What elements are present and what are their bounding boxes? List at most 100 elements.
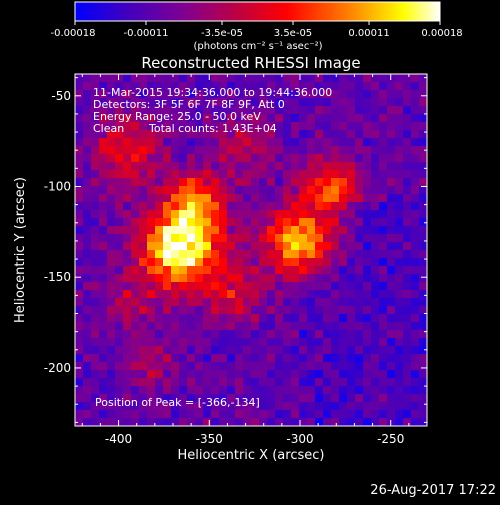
- heatmap-cell: [227, 346, 236, 355]
- heatmap-cell: [387, 82, 396, 91]
- heatmap-cell: [115, 154, 124, 163]
- heatmap-cell: [227, 242, 236, 251]
- heatmap-cell: [99, 154, 108, 163]
- heatmap-cell: [171, 378, 180, 387]
- heatmap-cell: [283, 290, 292, 299]
- heatmap-cell: [195, 362, 204, 371]
- heatmap-cell: [283, 234, 292, 243]
- heatmap-cell: [227, 298, 236, 307]
- heatmap-cell: [75, 154, 84, 163]
- heatmap-cell: [147, 210, 156, 219]
- heatmap-cell: [347, 266, 356, 275]
- heatmap-cell: [299, 282, 308, 291]
- heatmap-cell: [155, 410, 164, 419]
- heatmap-cell: [91, 138, 100, 147]
- heatmap-cell: [75, 402, 84, 411]
- heatmap-cell: [251, 258, 260, 267]
- heatmap-cell: [99, 386, 108, 395]
- heatmap-cell: [171, 394, 180, 403]
- heatmap-cell: [195, 90, 204, 99]
- peak-position-annotation: Position of Peak = [-366,-134]: [95, 396, 260, 409]
- heatmap-cell: [411, 186, 420, 195]
- heatmap-cell: [419, 298, 427, 307]
- heatmap-cell: [107, 90, 116, 99]
- heatmap-cell: [131, 154, 140, 163]
- heatmap-cell: [291, 370, 300, 379]
- heatmap-cell: [371, 226, 380, 235]
- heatmap-cell: [187, 74, 196, 83]
- heatmap-cell: [139, 194, 148, 203]
- heatmap-cell: [275, 370, 284, 379]
- heatmap-cell: [123, 298, 132, 307]
- heatmap-cell: [75, 290, 84, 299]
- heatmap-cell: [291, 114, 300, 123]
- heatmap-cell: [211, 90, 220, 99]
- heatmap-cell: [355, 330, 364, 339]
- heatmap-cell: [315, 362, 324, 371]
- heatmap-cell: [331, 106, 340, 115]
- heatmap-cell: [347, 82, 356, 91]
- heatmap-cell: [75, 362, 84, 371]
- heatmap-cell: [83, 274, 92, 283]
- heatmap-cell: [171, 346, 180, 355]
- heatmap-cell: [155, 114, 164, 123]
- heatmap-cell: [235, 418, 244, 426]
- heatmap-cell: [155, 98, 164, 107]
- heatmap-cell: [363, 170, 372, 179]
- heatmap-cell: [315, 346, 324, 355]
- heatmap-cell: [363, 354, 372, 363]
- heatmap-cell: [107, 346, 116, 355]
- heatmap-cell: [211, 106, 220, 115]
- heatmap-cell: [275, 410, 284, 419]
- heatmap-cell: [163, 130, 172, 139]
- heatmap-cell: [259, 362, 268, 371]
- heatmap-cell: [99, 370, 108, 379]
- detectors-annotation: Detectors: 3F 5F 6F 7F 8F 9F, Att 0: [93, 98, 285, 111]
- heatmap-cell: [411, 322, 420, 331]
- heatmap-cell: [315, 258, 324, 267]
- heatmap-cell: [187, 346, 196, 355]
- heatmap-cell: [163, 298, 172, 307]
- heatmap-cell: [203, 378, 212, 387]
- heatmap-cell: [227, 178, 236, 187]
- heatmap-cell: [107, 410, 116, 419]
- axes: -400 -350 -300 -250-50-100-150-200: [44, 74, 428, 446]
- heatmap-cell: [355, 138, 364, 147]
- heatmap-cell: [139, 90, 148, 99]
- heatmap-cell: [379, 322, 388, 331]
- heatmap-cell: [251, 138, 260, 147]
- heatmap-cell: [291, 410, 300, 419]
- heatmap-cell: [187, 266, 196, 275]
- heatmap-cell: [195, 146, 204, 155]
- heatmap-cell: [131, 338, 140, 347]
- heatmap-cell: [187, 250, 196, 259]
- heatmap-cell: [99, 258, 108, 267]
- heatmap-cell: [91, 258, 100, 267]
- heatmap-cell: [195, 202, 204, 211]
- heatmap-cell: [123, 210, 132, 219]
- heatmap-cell: [323, 386, 332, 395]
- heatmap-cell: [387, 202, 396, 211]
- heatmap-cell: [307, 138, 316, 147]
- heatmap-cell: [147, 226, 156, 235]
- heatmap-cell: [267, 378, 276, 387]
- heatmap-cell: [235, 290, 244, 299]
- heatmap-cell: [403, 234, 412, 243]
- heatmap-cell: [347, 146, 356, 155]
- heatmap-cell: [259, 354, 268, 363]
- heatmap-cell: [331, 82, 340, 91]
- heatmap-cell: [387, 90, 396, 99]
- heatmap-cell: [275, 250, 284, 259]
- heatmap-cell: [331, 330, 340, 339]
- heatmap-cell: [363, 74, 372, 83]
- heatmap-cell: [347, 218, 356, 227]
- heatmap-cell: [403, 154, 412, 163]
- heatmap-cell: [131, 418, 140, 426]
- heatmap-cell: [251, 130, 260, 139]
- heatmap-cell: [323, 122, 332, 131]
- heatmap-cell: [115, 170, 124, 179]
- heatmap-cell: [403, 418, 412, 426]
- heatmap-cell: [179, 354, 188, 363]
- heatmap-cell: [211, 354, 220, 363]
- heatmap-cell: [331, 154, 340, 163]
